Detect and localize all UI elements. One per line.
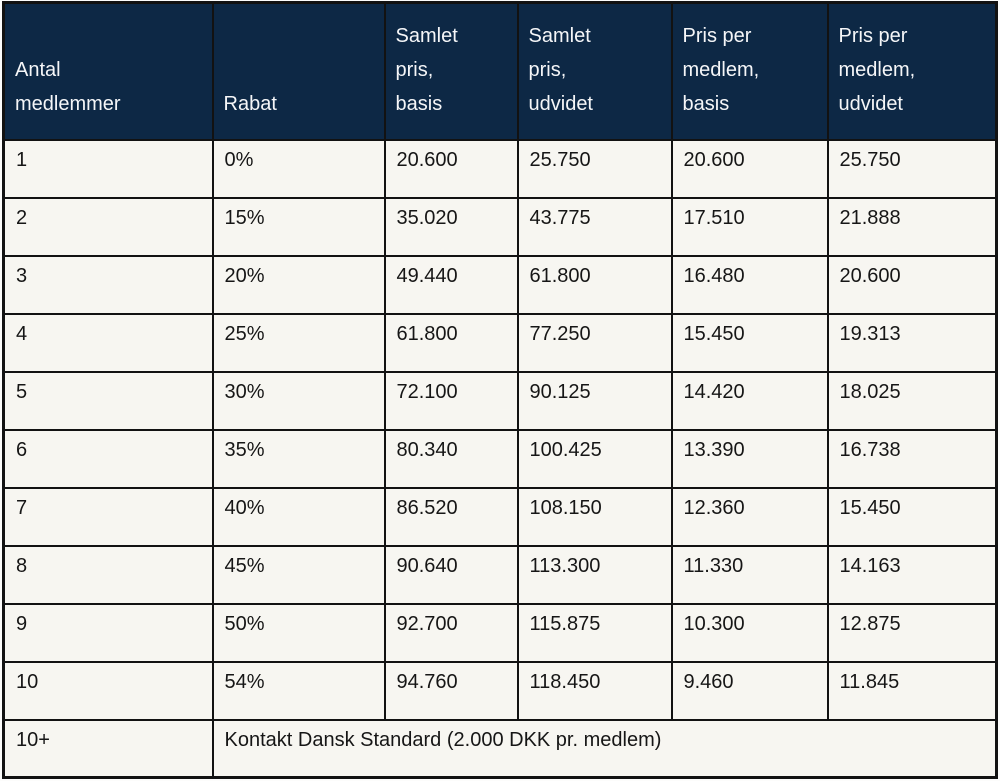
table-row: 10 54% 94.760 118.450 9.460 11.845 bbox=[2, 660, 998, 721]
cell-rabat: 0% bbox=[211, 138, 386, 199]
footer-row: 10+ Kontakt Dansk Standard (2.000 DKK pr… bbox=[2, 718, 998, 779]
cell-samlet-basis: 94.760 bbox=[383, 660, 519, 721]
header-cell-antal-medlemmer: Antal medlemmer bbox=[2, 1, 214, 141]
cell-per-medlem-udvidet: 25.750 bbox=[826, 138, 998, 199]
header-row: Antal medlemmer Rabat Samlet pris, basis… bbox=[2, 1, 998, 141]
cell-samlet-udvidet: 118.450 bbox=[516, 660, 673, 721]
cell-samlet-basis: 61.800 bbox=[383, 312, 519, 373]
cell-samlet-udvidet: 77.250 bbox=[516, 312, 673, 373]
cell-per-medlem-basis: 14.420 bbox=[670, 370, 829, 431]
cell-per-medlem-basis: 13.390 bbox=[670, 428, 829, 489]
header-cell-pris-per-medlem-udvidet: Pris per medlem, udvidet bbox=[826, 1, 998, 141]
cell-per-medlem-basis: 10.300 bbox=[670, 602, 829, 663]
footer-note: Kontakt Dansk Standard (2.000 DKK pr. me… bbox=[211, 718, 998, 779]
cell-samlet-udvidet: 43.775 bbox=[516, 196, 673, 257]
cell-per-medlem-udvidet: 15.450 bbox=[826, 486, 998, 547]
cell-per-medlem-udvidet: 16.738 bbox=[826, 428, 998, 489]
cell-per-medlem-udvidet: 18.025 bbox=[826, 370, 998, 431]
table-header: Antal medlemmer Rabat Samlet pris, basis… bbox=[2, 1, 998, 141]
table-body: 1 0% 20.600 25.750 20.600 25.750 2 15% 3… bbox=[2, 138, 998, 779]
cell-samlet-basis: 20.600 bbox=[383, 138, 519, 199]
table-row: 1 0% 20.600 25.750 20.600 25.750 bbox=[2, 138, 998, 199]
cell-per-medlem-basis: 16.480 bbox=[670, 254, 829, 315]
cell-samlet-udvidet: 61.800 bbox=[516, 254, 673, 315]
cell-samlet-basis: 90.640 bbox=[383, 544, 519, 605]
cell-antal: 7 bbox=[2, 486, 214, 547]
cell-rabat: 20% bbox=[211, 254, 386, 315]
cell-rabat: 45% bbox=[211, 544, 386, 605]
cell-antal: 2 bbox=[2, 196, 214, 257]
table-row: 6 35% 80.340 100.425 13.390 16.738 bbox=[2, 428, 998, 489]
table-row: 7 40% 86.520 108.150 12.360 15.450 bbox=[2, 486, 998, 547]
cell-antal: 3 bbox=[2, 254, 214, 315]
cell-antal-10plus: 10+ bbox=[2, 718, 214, 779]
cell-per-medlem-udvidet: 20.600 bbox=[826, 254, 998, 315]
cell-rabat: 40% bbox=[211, 486, 386, 547]
cell-per-medlem-basis: 15.450 bbox=[670, 312, 829, 373]
cell-samlet-basis: 86.520 bbox=[383, 486, 519, 547]
cell-rabat: 35% bbox=[211, 428, 386, 489]
cell-per-medlem-udvidet: 14.163 bbox=[826, 544, 998, 605]
cell-per-medlem-basis: 20.600 bbox=[670, 138, 829, 199]
cell-antal: 6 bbox=[2, 428, 214, 489]
header-cell-samlet-pris-basis: Samlet pris, basis bbox=[383, 1, 519, 141]
cell-antal: 5 bbox=[2, 370, 214, 431]
cell-per-medlem-udvidet: 21.888 bbox=[826, 196, 998, 257]
cell-per-medlem-basis: 9.460 bbox=[670, 660, 829, 721]
cell-samlet-udvidet: 25.750 bbox=[516, 138, 673, 199]
cell-per-medlem-basis: 12.360 bbox=[670, 486, 829, 547]
header-cell-pris-per-medlem-basis: Pris per medlem, basis bbox=[670, 1, 829, 141]
cell-rabat: 30% bbox=[211, 370, 386, 431]
header-cell-samlet-pris-udvidet: Samlet pris, udvidet bbox=[516, 1, 673, 141]
cell-per-medlem-udvidet: 19.313 bbox=[826, 312, 998, 373]
cell-samlet-udvidet: 113.300 bbox=[516, 544, 673, 605]
cell-antal: 4 bbox=[2, 312, 214, 373]
table-row: 8 45% 90.640 113.300 11.330 14.163 bbox=[2, 544, 998, 605]
cell-antal: 8 bbox=[2, 544, 214, 605]
cell-antal: 1 bbox=[2, 138, 214, 199]
cell-per-medlem-basis: 11.330 bbox=[670, 544, 829, 605]
table-row: 3 20% 49.440 61.800 16.480 20.600 bbox=[2, 254, 998, 315]
cell-antal: 10 bbox=[2, 660, 214, 721]
table-row: 5 30% 72.100 90.125 14.420 18.025 bbox=[2, 370, 998, 431]
cell-samlet-udvidet: 108.150 bbox=[516, 486, 673, 547]
cell-per-medlem-udvidet: 11.845 bbox=[826, 660, 998, 721]
cell-samlet-udvidet: 90.125 bbox=[516, 370, 673, 431]
cell-samlet-basis: 72.100 bbox=[383, 370, 519, 431]
cell-samlet-udvidet: 100.425 bbox=[516, 428, 673, 489]
cell-per-medlem-basis: 17.510 bbox=[670, 196, 829, 257]
cell-per-medlem-udvidet: 12.875 bbox=[826, 602, 998, 663]
cell-samlet-basis: 80.340 bbox=[383, 428, 519, 489]
cell-samlet-basis: 49.440 bbox=[383, 254, 519, 315]
cell-samlet-basis: 35.020 bbox=[383, 196, 519, 257]
cell-samlet-basis: 92.700 bbox=[383, 602, 519, 663]
table-row: 4 25% 61.800 77.250 15.450 19.313 bbox=[2, 312, 998, 373]
cell-rabat: 15% bbox=[211, 196, 386, 257]
cell-rabat: 50% bbox=[211, 602, 386, 663]
cell-samlet-udvidet: 115.875 bbox=[516, 602, 673, 663]
header-cell-rabat: Rabat bbox=[211, 1, 386, 141]
table-row: 2 15% 35.020 43.775 17.510 21.888 bbox=[2, 196, 998, 257]
cell-rabat: 25% bbox=[211, 312, 386, 373]
cell-rabat: 54% bbox=[211, 660, 386, 721]
cell-antal: 9 bbox=[2, 602, 214, 663]
table-row: 9 50% 92.700 115.875 10.300 12.875 bbox=[2, 602, 998, 663]
